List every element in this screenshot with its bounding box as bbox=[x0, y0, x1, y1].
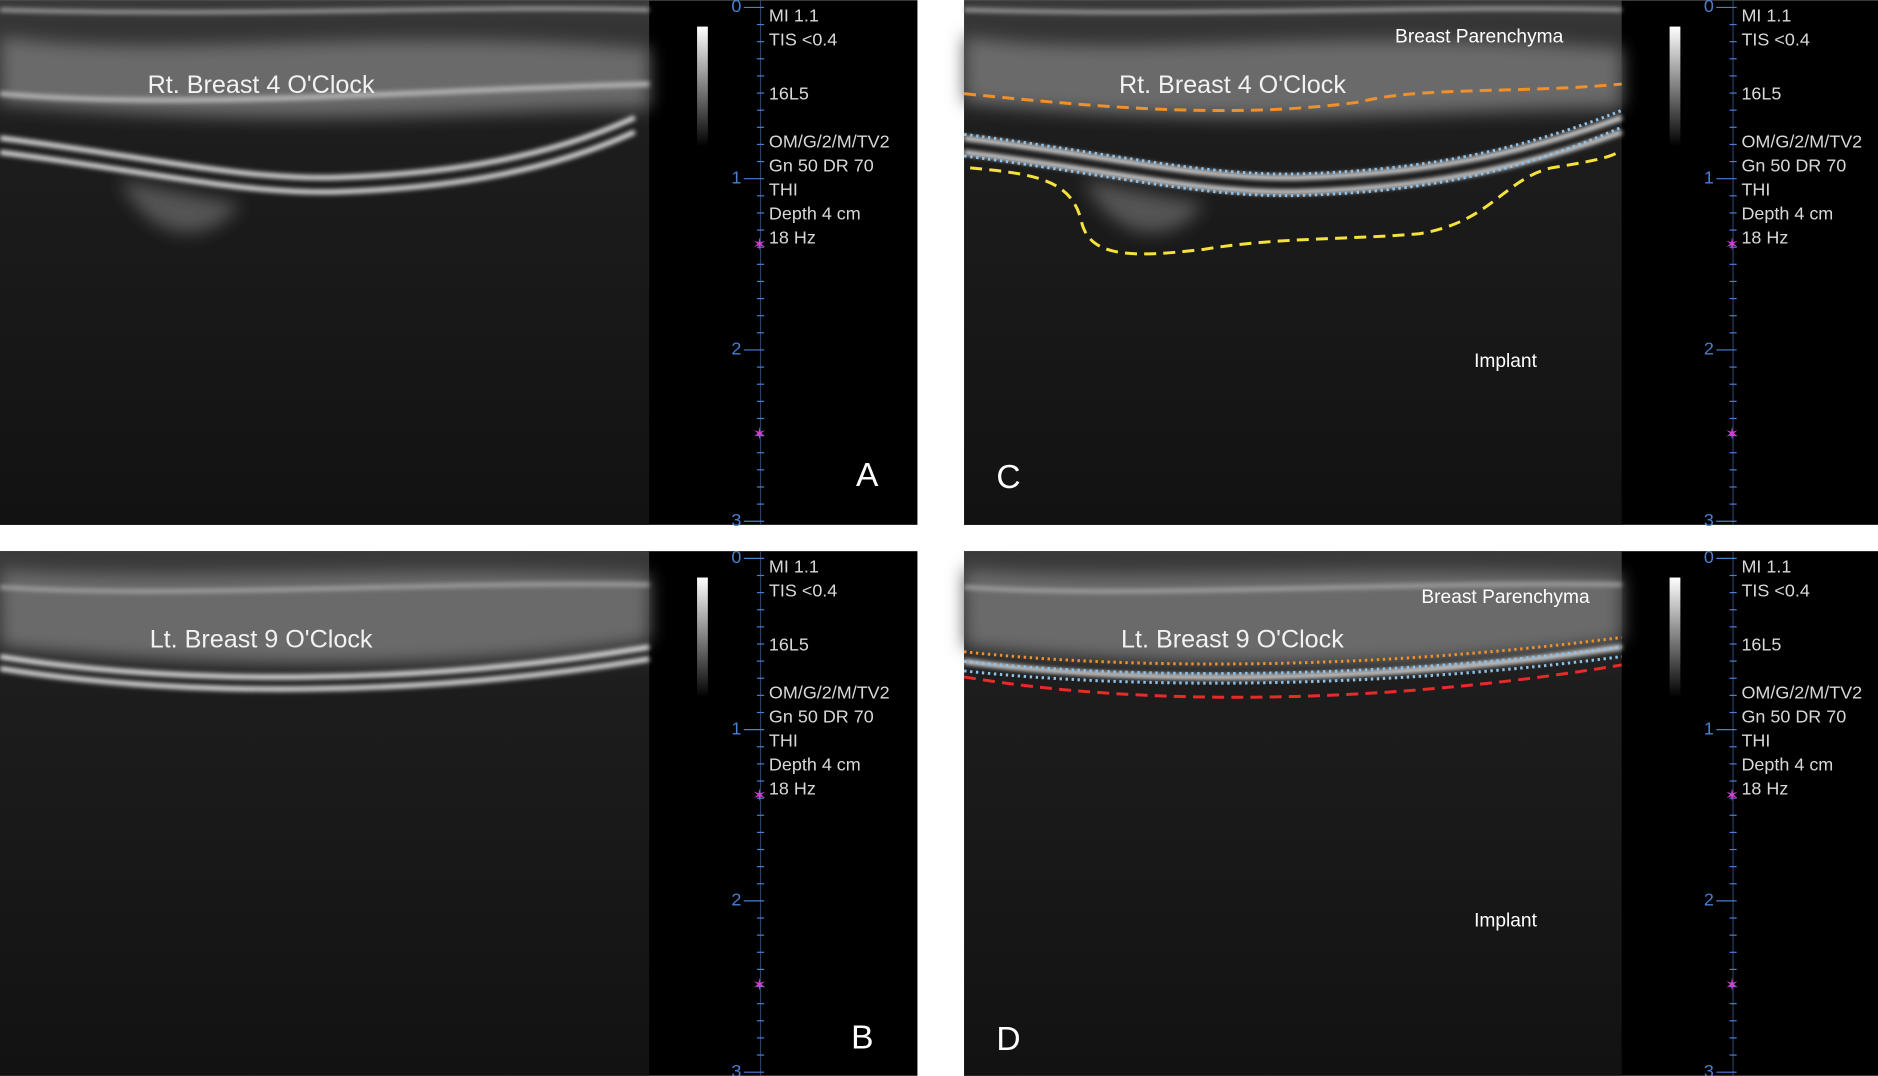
scan-info: MI 1.1 bbox=[769, 6, 819, 26]
bands bbox=[0, 6, 650, 195]
scan-info: 18 Hz bbox=[769, 227, 816, 247]
scan-info: MI 1.1 bbox=[1741, 557, 1791, 577]
depth-label: 2 bbox=[731, 339, 741, 359]
implant-outline bbox=[963, 663, 1622, 699]
view-title: Rt. Breast 4 O'Clock bbox=[148, 71, 375, 99]
gray-bar bbox=[697, 577, 708, 698]
gray-bar bbox=[1669, 26, 1681, 147]
tissue-label: Implant bbox=[1474, 910, 1537, 931]
scan-info: TIS <0.4 bbox=[769, 30, 837, 50]
panel: 0 1 2 3 ✶ ✶ MI 1.1 TIS <0.4 16L5 OM/G/2/M/TV2 Gn 5… bbox=[0, 0, 918, 530]
depth-label: 0 bbox=[731, 547, 741, 567]
scan-info: THI bbox=[769, 730, 798, 750]
scan-info: Gn 50 DR 70 bbox=[1741, 706, 1846, 726]
scan-info: 16L5 bbox=[769, 635, 809, 655]
scan-info: 18 Hz bbox=[769, 778, 816, 798]
tissue-label: Breast Parenchyma bbox=[1395, 26, 1564, 47]
depth-label: 0 bbox=[1704, 547, 1714, 567]
depth-label: 3 bbox=[731, 1061, 741, 1076]
capsule-outline bbox=[963, 645, 1622, 676]
focus-marker: ✶ bbox=[752, 235, 766, 254]
focus-marker: ✶ bbox=[1725, 786, 1739, 805]
view-title: Rt. Breast 4 O'Clock bbox=[1119, 71, 1346, 99]
depth-label: 3 bbox=[1704, 1061, 1714, 1076]
tissue bbox=[964, 36, 1622, 233]
gray-bar bbox=[697, 26, 708, 147]
scan-info: 16L5 bbox=[1741, 84, 1781, 104]
gray-bar bbox=[1669, 577, 1681, 698]
view-title: Lt. Breast 9 O'Clock bbox=[150, 626, 373, 654]
scan-info: 18 Hz bbox=[1741, 778, 1788, 798]
panel: 0 1 2 3 ✶ ✶ MI 1.1 TIS <0.4 16L5 OM/G/2/M/TV2 Gn 5… bbox=[963, 547, 1878, 1076]
panel: 0 1 2 3 ✶ ✶ MI 1.1 TIS <0.4 16L5 OM/G/2/M/TV2 Gn 5… bbox=[963, 0, 1878, 530]
scan-info: 16L5 bbox=[769, 84, 809, 104]
panel-letter: A bbox=[856, 457, 879, 494]
scan-info: 16L5 bbox=[1741, 635, 1781, 655]
depth-label: 2 bbox=[731, 890, 741, 910]
depth-label: 1 bbox=[731, 167, 741, 187]
focus-marker: ✶ bbox=[752, 424, 766, 443]
annotations bbox=[963, 635, 1622, 699]
scan-info: Depth 4 cm bbox=[1741, 203, 1833, 223]
focus-marker: ✶ bbox=[1725, 975, 1739, 994]
parenchyma-outline bbox=[964, 82, 1622, 113]
depth-label: 1 bbox=[1704, 167, 1714, 187]
scan-info: MI 1.1 bbox=[1741, 6, 1791, 26]
scan-info: OM/G/2/M/TV2 bbox=[1741, 682, 1862, 702]
effusion-outline bbox=[970, 148, 1623, 256]
panel: 0 1 2 3 ✶ ✶ MI 1.1 TIS <0.4 16L5 OM/G/2/M/TV2 Gn 5… bbox=[0, 547, 918, 1076]
capsule-outline bbox=[963, 655, 1622, 685]
scan-info: Depth 4 cm bbox=[769, 203, 861, 223]
focus-marker: ✶ bbox=[1725, 424, 1739, 443]
scan-info: TIS <0.4 bbox=[1741, 30, 1809, 50]
depth-label: 2 bbox=[1704, 339, 1714, 359]
focus-marker: ✶ bbox=[1725, 235, 1739, 254]
depth-label: 3 bbox=[1704, 510, 1714, 530]
focus-marker: ✶ bbox=[752, 975, 766, 994]
scan-info: THI bbox=[1741, 179, 1770, 199]
panel-letter: B bbox=[851, 1020, 873, 1057]
scan-info: TIS <0.4 bbox=[1741, 581, 1809, 601]
scan-info: Depth 4 cm bbox=[1741, 754, 1833, 774]
scan-info: THI bbox=[769, 179, 798, 199]
scan-info: THI bbox=[1741, 730, 1770, 750]
annotations bbox=[963, 82, 1623, 256]
capsule-outline bbox=[963, 109, 1623, 176]
panel-letter: C bbox=[996, 459, 1020, 496]
tissue bbox=[0, 36, 650, 233]
scan-info: TIS <0.4 bbox=[769, 581, 837, 601]
bands bbox=[0, 582, 650, 692]
scan-info: Gn 50 DR 70 bbox=[1741, 155, 1846, 175]
depth-label: 1 bbox=[731, 718, 741, 738]
depth-label: 1 bbox=[1704, 718, 1714, 738]
parenchyma-outline bbox=[963, 635, 1622, 666]
scan-info: OM/G/2/M/TV2 bbox=[769, 132, 890, 152]
focus-marker: ✶ bbox=[752, 786, 766, 805]
scan-info: Depth 4 cm bbox=[769, 754, 861, 774]
scan-info: OM/G/2/M/TV2 bbox=[1741, 132, 1862, 152]
tissue-label: Implant bbox=[1474, 351, 1537, 372]
scan-info: Gn 50 DR 70 bbox=[769, 155, 874, 175]
depth-label: 3 bbox=[731, 510, 741, 530]
scan-info: MI 1.1 bbox=[769, 557, 819, 577]
depth-label: 2 bbox=[1704, 890, 1714, 910]
tissue-label: Breast Parenchyma bbox=[1421, 587, 1590, 608]
scan-info: OM/G/2/M/TV2 bbox=[769, 682, 890, 702]
panel-letter: D bbox=[996, 1021, 1020, 1058]
capsule-outline bbox=[963, 125, 1623, 198]
depth-label: 0 bbox=[731, 0, 741, 16]
bands bbox=[963, 582, 1623, 680]
scan-info: 18 Hz bbox=[1741, 227, 1788, 247]
view-title: Lt. Breast 9 O'Clock bbox=[1121, 626, 1344, 654]
depth-label: 0 bbox=[1704, 0, 1714, 16]
scan-info: Gn 50 DR 70 bbox=[769, 706, 874, 726]
